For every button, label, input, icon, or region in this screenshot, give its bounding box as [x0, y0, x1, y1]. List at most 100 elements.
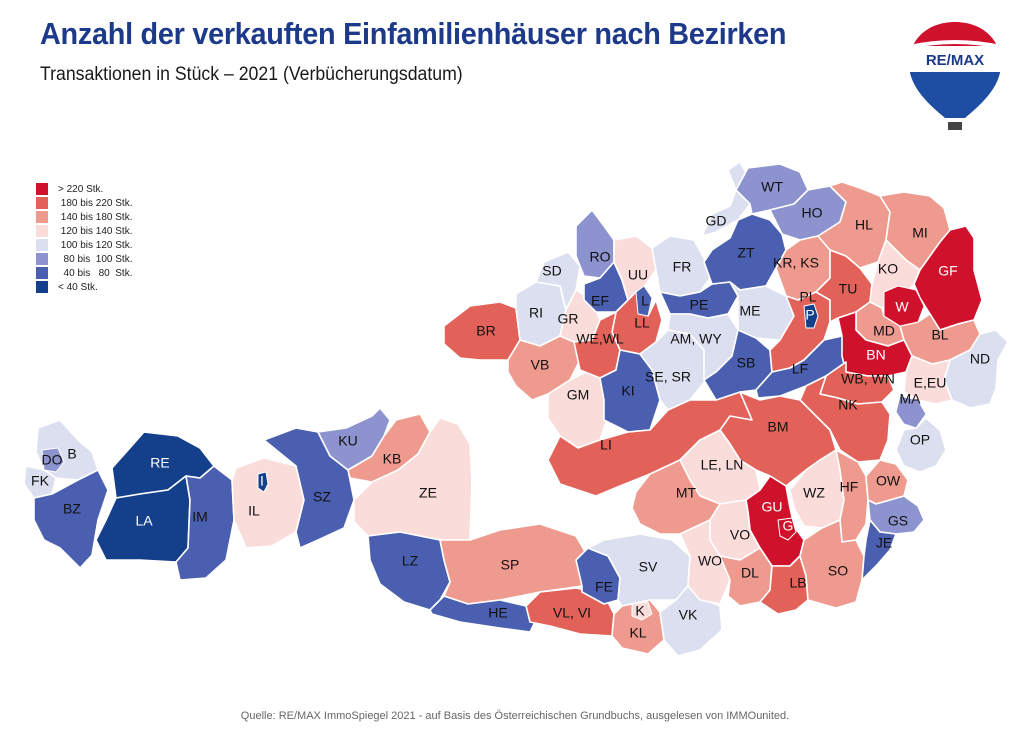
district-label-gr: GR — [558, 311, 579, 327]
legend-swatch — [36, 281, 48, 293]
district-label-bl: BL — [931, 327, 948, 343]
balloon-basket — [948, 122, 962, 130]
district-im — [175, 465, 235, 581]
district-label-sv: SV — [639, 559, 658, 575]
district-label-ki: KI — [621, 383, 634, 399]
district-label-b: B — [67, 446, 76, 462]
district-label-wt: WT — [761, 179, 783, 195]
district-label-ma: MA — [900, 391, 922, 407]
legend-swatch — [36, 225, 48, 237]
district-label-le-ln: LE, LN — [701, 457, 744, 473]
district-e-eu — [903, 355, 953, 405]
district-label-nd: ND — [970, 351, 990, 367]
district-i — [257, 471, 269, 493]
district-je — [861, 519, 897, 581]
source-note: Quelle: RE/MAX ImmoSpiegel 2021 - auf Ba… — [240, 710, 790, 722]
district-label-p: P — [805, 307, 814, 323]
legend-swatch — [36, 211, 48, 223]
legend-item-c2: 180 bis 220 Stk. — [36, 196, 133, 210]
district-label-hf: HF — [840, 479, 859, 495]
district-label-sb: SB — [737, 355, 756, 371]
district-label-li: LI — [600, 437, 612, 453]
legend-item-c1: > 220 Stk. — [36, 182, 133, 196]
district-label-i: I — [260, 473, 264, 489]
legend-label: 140 bis 180 Stk. — [58, 211, 133, 223]
district-bz — [33, 469, 109, 569]
legend-item-c4: 120 bis 140 Stk. — [36, 224, 133, 238]
district-label-g: G — [783, 518, 794, 534]
district-label-me: ME — [740, 303, 761, 319]
district-we-wl — [573, 311, 621, 379]
district-label-l: L — [641, 293, 649, 309]
district-label-do: DO — [42, 452, 63, 468]
district-sd — [535, 251, 581, 311]
legend-label: 120 bis 140 Stk. — [58, 225, 133, 237]
legend-label: 180 bis 220 Stk. — [58, 197, 133, 209]
district-wo — [679, 519, 731, 605]
district-label-pl: PL — [799, 289, 816, 305]
district-do — [41, 447, 65, 473]
logo-text: RE/MAX — [926, 52, 984, 69]
district-label-ri: RI — [529, 305, 543, 321]
district-label-bz: BZ — [63, 501, 81, 517]
district-vb — [507, 335, 581, 401]
district-label-sd: SD — [542, 263, 561, 279]
district-label-e-eu: E,EU — [914, 375, 947, 391]
district-label-re: RE — [150, 455, 169, 471]
district-label-ku: KU — [338, 433, 357, 449]
district-label-ro: RO — [590, 249, 611, 265]
district-label-fe: FE — [595, 579, 613, 595]
legend-label: 40 bis 80 Stk. — [58, 267, 133, 279]
district-label-wo: WO — [698, 553, 722, 569]
remax-balloon-logo: RE/MAX — [909, 22, 1001, 130]
legend-swatch — [36, 239, 48, 251]
district-vk — [659, 585, 723, 657]
district-label-gd: GD — [706, 213, 727, 229]
district-label-wz: WZ — [803, 485, 825, 501]
district-label-gu: GU — [762, 499, 783, 515]
district-label-il: IL — [248, 503, 260, 519]
district-label-op: OP — [910, 432, 930, 448]
district-label-tu: TU — [839, 281, 858, 297]
district-k — [631, 601, 653, 621]
district-label-hl: HL — [855, 217, 873, 233]
legend-label: > 220 Stk. — [58, 183, 104, 195]
district-label-gf: GF — [938, 263, 957, 279]
district-label-kr-ks: KR, KS — [773, 255, 819, 271]
legend-swatch — [36, 183, 48, 195]
district-label-pe: PE — [690, 297, 709, 313]
district-label-w: W — [895, 299, 909, 315]
district-g — [777, 517, 797, 541]
district-label-dl: DL — [741, 565, 759, 581]
district-gd — [701, 161, 751, 237]
district-label-ow: OW — [876, 473, 901, 489]
district-label-zt: ZT — [737, 245, 755, 261]
district-label-fr: FR — [673, 259, 692, 275]
district-label-ze: ZE — [419, 485, 437, 501]
district-label-he: HE — [488, 605, 507, 621]
legend-label: 80 bis 100 Stk. — [58, 253, 133, 265]
district-p — [803, 303, 819, 329]
district-label-bn: BN — [866, 347, 885, 363]
legend-label: 100 bis 120 Stk. — [58, 239, 133, 251]
district-label-vb: VB — [531, 357, 550, 373]
district-he — [429, 595, 541, 633]
district-label-lf: LF — [792, 361, 808, 377]
legend-swatch — [36, 197, 48, 209]
district-fr — [651, 235, 711, 297]
district-ma — [895, 395, 927, 429]
district-label-k: K — [635, 603, 645, 619]
district-label-br: BR — [476, 323, 495, 339]
district-gm — [547, 369, 611, 449]
district-label-je: JE — [876, 535, 892, 551]
district-label-lb: LB — [789, 575, 806, 591]
district-label-am-wy: AM, WY — [670, 331, 722, 347]
district-lz — [367, 531, 451, 611]
district-label-ko: KO — [878, 261, 898, 277]
district-label-sz: SZ — [313, 489, 331, 505]
district-label-so: SO — [828, 563, 848, 579]
district-label-mi: MI — [912, 225, 928, 241]
legend-item-c7: 40 bis 80 Stk. — [36, 266, 133, 280]
district-label-la: LA — [135, 513, 153, 529]
